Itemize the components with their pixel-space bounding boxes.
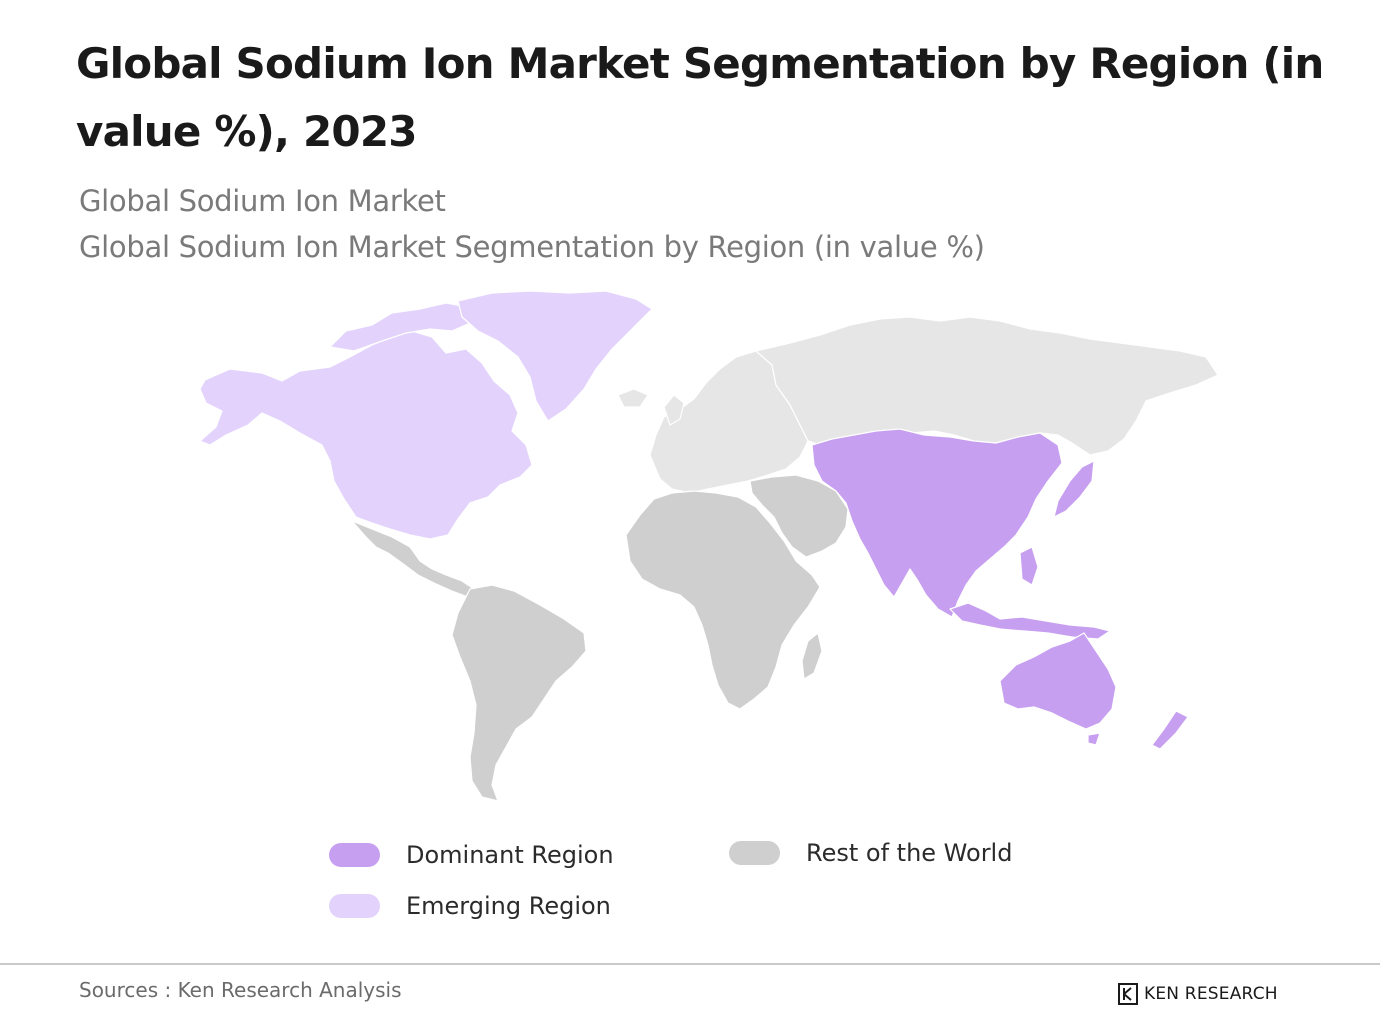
region-japan (1053, 460, 1095, 518)
region-middle-east (749, 474, 849, 558)
region-russia (755, 316, 1219, 456)
region-uk (663, 394, 685, 426)
ken-research-logo-icon (1118, 983, 1138, 1005)
region-asia-pacific (811, 428, 1063, 618)
legend-label-emerging: Emerging Region (406, 892, 611, 920)
region-australia (999, 632, 1117, 730)
region-south-america (451, 584, 587, 802)
chart-title: Global Sodium Ion Market Segmentation by… (76, 39, 1324, 156)
legend-label-dominant: Dominant Region (406, 841, 614, 869)
subtitle-market: Global Sodium Ion Market (79, 184, 446, 218)
region-tasmania (1087, 732, 1101, 746)
region-greenland (457, 290, 653, 422)
legend-swatch-emerging (329, 894, 380, 918)
world-map (0, 285, 1380, 810)
footer-divider (0, 963, 1380, 965)
sources-note: Sources : Ken Research Analysis (79, 978, 402, 1002)
region-north-america (199, 330, 533, 540)
region-madagascar (801, 632, 823, 680)
brand: KEN RESEARCH (1118, 982, 1278, 1006)
region-africa (625, 490, 821, 710)
subtitle-segmentation: Global Sodium Ion Market Segmentation by… (79, 230, 985, 264)
region-philippines (1019, 546, 1039, 586)
brand-name: KEN RESEARCH (1144, 984, 1278, 1004)
legend-swatch-dominant (329, 843, 380, 867)
region-new-zealand (1151, 710, 1189, 750)
legend-label-rest: Rest of the World (806, 839, 1013, 867)
region-iceland (617, 388, 649, 408)
legend-swatch-rest (729, 841, 780, 865)
region-indonesia (949, 602, 1111, 640)
